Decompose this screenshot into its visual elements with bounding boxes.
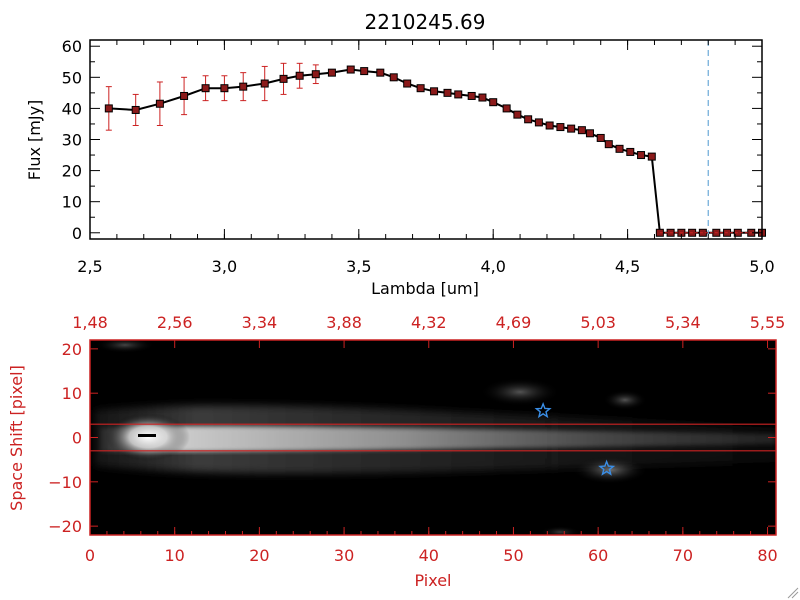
data-point	[443, 88, 452, 97]
data-point	[220, 84, 229, 93]
x-tick-label: 2,5	[77, 257, 102, 276]
data-point	[346, 65, 355, 74]
data-point	[327, 68, 336, 77]
data-point	[454, 90, 463, 99]
data-point	[295, 71, 304, 80]
top-x-tick-label: 4,32	[411, 313, 447, 332]
data-point	[467, 91, 476, 100]
top-x-tick-label: 4,69	[496, 313, 532, 332]
data-point	[360, 67, 369, 76]
image-x-tick-label: 30	[334, 546, 354, 565]
data-point	[239, 82, 248, 91]
image-x-tick-label: 0	[85, 546, 95, 565]
data-point	[311, 70, 320, 79]
data-point	[403, 79, 412, 88]
spectrum-title: 2210245.69	[365, 10, 486, 34]
data-point	[279, 74, 288, 83]
spectrum-image	[90, 340, 776, 535]
resize-grip-icon[interactable]	[787, 587, 799, 599]
image-panel: 0 10 20 30 40 50 60 70 80 1,48 2,56 3,34 3,88 4,32 4,…	[7, 313, 785, 590]
x-tick-label: 5,0	[749, 257, 774, 276]
data-point	[180, 91, 189, 100]
data-point	[104, 104, 113, 113]
y-tick-label: 20	[62, 162, 82, 181]
data-point	[567, 124, 576, 133]
data-point	[596, 133, 605, 142]
data-point	[534, 118, 543, 127]
y-tick-label: 10	[62, 193, 82, 212]
image-y-axis-label: Space Shift [pixel]	[7, 365, 26, 511]
data-point	[556, 123, 565, 132]
x-tick-label: 3,5	[346, 257, 371, 276]
data-point	[626, 147, 635, 156]
top-x-tick-label: 5,34	[665, 313, 701, 332]
image-y-tick-label: −10	[48, 473, 82, 492]
markers	[104, 65, 766, 237]
top-x-tick-label: 2,56	[157, 313, 193, 332]
data-point	[376, 68, 385, 77]
top-x-tick-label: 5,55	[750, 313, 786, 332]
image-x-tick-label: 60	[588, 546, 608, 565]
data-point	[489, 98, 498, 107]
image-x-axis-label: Pixel	[414, 571, 451, 590]
data-point	[647, 152, 656, 161]
data-point	[389, 73, 398, 82]
data-point	[577, 126, 586, 135]
image-x-tick-label: 70	[673, 546, 693, 565]
image-y-ticks: −20 −10 0 10 20	[48, 340, 776, 536]
image-y-tick-label: 20	[62, 340, 82, 359]
star-2-icon	[598, 459, 616, 476]
extraction-box	[90, 423, 776, 452]
image-x-tick-label: 20	[249, 546, 269, 565]
image-x-tick-label: 10	[165, 546, 185, 565]
star-1-icon	[534, 401, 552, 419]
y-tick-label: 0	[72, 224, 82, 243]
y-tick-label: 50	[62, 68, 82, 87]
y-ticks: 0 10 20 30 40 50 60	[62, 37, 762, 243]
data-point	[155, 99, 164, 108]
top-x-tick-label: 5,03	[580, 313, 616, 332]
data-point	[513, 110, 522, 119]
bottom-x-ticks: 0 10 20 30 40 50 60 70 80	[85, 527, 778, 565]
image-y-tick-label: 10	[62, 384, 82, 403]
data-point	[131, 105, 140, 114]
data-point	[201, 84, 210, 93]
data-point	[430, 87, 439, 96]
top-x-ticks: 1,48 2,56 3,34 3,88 4,32 4,69 5,03 5,34 5,55	[72, 313, 785, 348]
data-point	[545, 121, 554, 130]
data-point	[524, 115, 533, 124]
x-tick-label: 4,5	[615, 257, 640, 276]
top-x-tick-label: 1,48	[72, 313, 108, 332]
data-point	[615, 144, 624, 153]
image-y-tick-label: −20	[48, 517, 82, 536]
y-tick-label: 60	[62, 37, 82, 56]
sources	[534, 401, 616, 476]
data-point	[604, 140, 613, 149]
data-point	[637, 151, 646, 160]
x-tick-label: 3,0	[212, 257, 237, 276]
data-point	[585, 129, 594, 138]
top-x-tick-label: 3,88	[326, 313, 362, 332]
image-x-tick-label: 80	[757, 546, 777, 565]
data-point	[478, 93, 487, 102]
x-tick-label: 4,0	[480, 257, 505, 276]
errorbars	[105, 62, 319, 131]
image-y-tick-label: 0	[72, 429, 82, 448]
y-tick-label: 30	[62, 131, 82, 150]
image-x-tick-label: 50	[503, 546, 523, 565]
data-point	[416, 84, 425, 93]
x-axis-label: Lambda [um]	[371, 279, 479, 298]
y-tick-label: 40	[62, 99, 82, 118]
data-point	[260, 79, 269, 88]
data-point	[502, 104, 511, 113]
image-x-tick-label: 40	[419, 546, 439, 565]
spectrum-panel: 2210245.69 2,5 3,0 3,5 4,0 4,5 5,0 0 10 20 30 40 5…	[25, 10, 775, 298]
spectrum-frame	[89, 39, 763, 240]
top-x-tick-label: 3,34	[242, 313, 278, 332]
x-ticks: 2,5 3,0 3,5 4,0 4,5 5,0	[77, 40, 775, 276]
y-axis-label: Flux [mJy]	[25, 100, 44, 181]
